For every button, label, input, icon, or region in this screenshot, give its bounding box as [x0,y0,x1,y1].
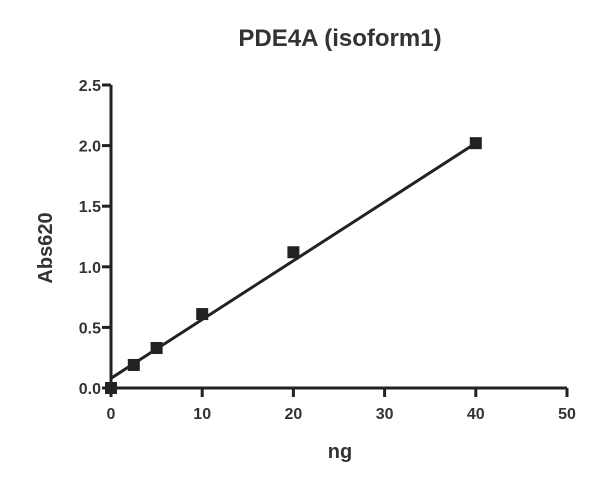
x-tick-label: 0 [107,406,116,423]
x-axis-label: ng [328,441,352,463]
x-tick-label: 30 [376,406,394,423]
y-tick-label: 1.5 [79,199,101,216]
data-point [105,382,117,394]
y-tick-label: 2.5 [79,78,101,95]
data-point [287,246,300,259]
x-tick-label: 40 [467,406,485,423]
fit-line [110,141,477,380]
data-point [127,358,140,371]
y-tick-label: 0.5 [79,320,101,337]
y-tick-label: 2.0 [79,139,101,156]
y-axis-label: Abs620 [35,212,57,283]
data-points [105,137,482,394]
y-tick-label: 0.0 [79,381,101,398]
x-tick-label: 10 [193,406,211,423]
chart-title: PDE4A (isoform1) [238,25,441,52]
y-tick-label: 1.0 [79,260,101,277]
axes: 0.0 0.5 1.0 1.5 2.0 2.5 0 10 20 30 40 50 [79,78,576,423]
data-point [150,342,163,355]
data-point [469,137,482,150]
data-point [196,308,209,321]
x-tick-label: 20 [285,406,303,423]
fit-line-layer [110,141,477,380]
x-tick-label: 50 [558,406,576,423]
